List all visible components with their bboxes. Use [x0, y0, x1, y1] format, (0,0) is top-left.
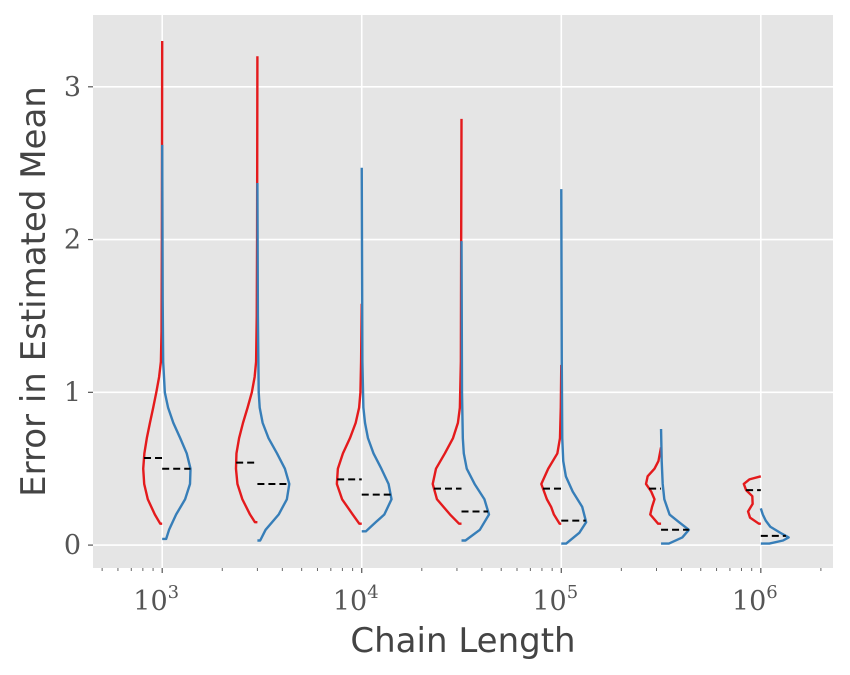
violin-4: [431, 118, 491, 542]
x-tick-label: 104: [333, 582, 379, 617]
y-tick-label: 2: [64, 225, 81, 256]
x-axis-label: Chain Length: [350, 621, 575, 661]
x-tick-label: 106: [732, 582, 778, 617]
violin-1: [142, 40, 192, 541]
x-tick-label: 103: [133, 582, 179, 617]
y-axis-label: Error in Estimated Mean: [14, 86, 54, 497]
violin-right-half: [460, 241, 491, 542]
violin-left-half: [540, 364, 563, 525]
axis-ticks: [88, 86, 762, 573]
violin-right-half: [256, 183, 291, 542]
y-tick-label: 1: [64, 377, 81, 408]
violin-2: [234, 56, 291, 542]
violin-5: [540, 189, 588, 545]
violin-right-half: [360, 167, 393, 533]
violins: [142, 40, 790, 545]
violin-right-half: [759, 508, 790, 545]
violin-left-half: [142, 40, 164, 525]
violin-6: [644, 428, 691, 545]
violin-left-half: [234, 56, 259, 524]
violin-left-half: [644, 447, 663, 525]
violin-left-half: [335, 303, 363, 525]
y-tick-label: 3: [64, 72, 81, 103]
x-minor-ticks: [101, 568, 822, 571]
violin-right-half: [560, 189, 588, 545]
violin-3: [335, 167, 393, 533]
y-tick-label: 0: [64, 530, 81, 561]
violin-right-half: [161, 144, 192, 541]
violin-right-half: [659, 428, 691, 545]
violin-left-half: [742, 475, 762, 525]
y-tick-labels: 0 1 2 3: [64, 72, 81, 561]
violin-7: [742, 475, 790, 545]
x-tick-label: 105: [532, 582, 578, 617]
plot-background: [93, 15, 833, 568]
x-tick-labels: 103 104 105 106: [133, 582, 777, 617]
